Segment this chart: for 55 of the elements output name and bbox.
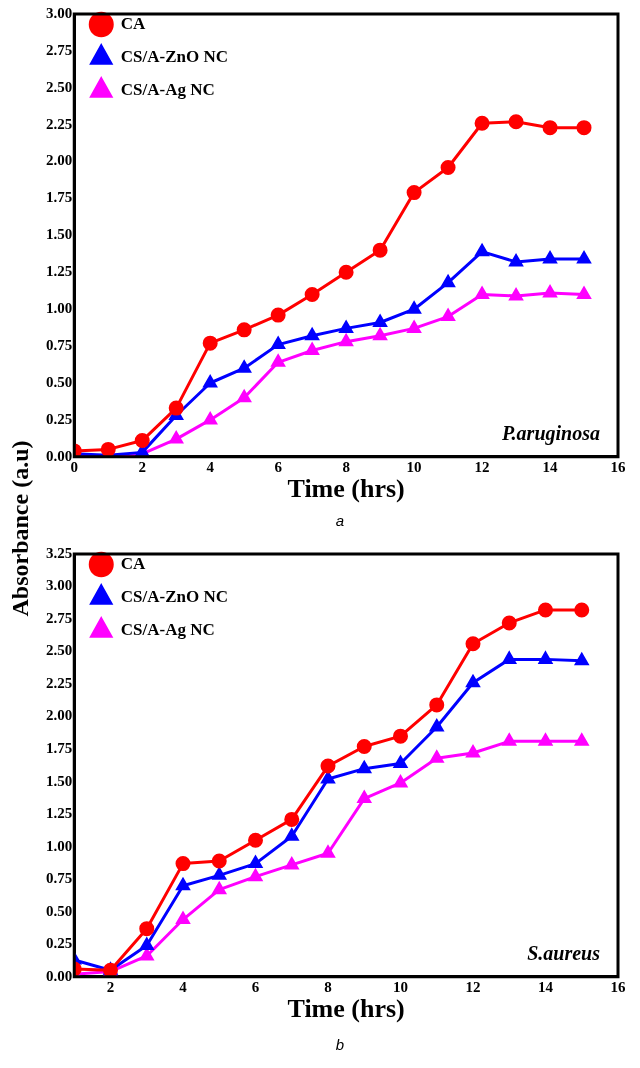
y-tick-label: 1.50 [46, 772, 73, 789]
y-tick-label: 2.25 [46, 674, 73, 691]
x-axis-title: Time (hrs) [287, 994, 405, 1024]
y-tick-label: 2.50 [46, 642, 73, 659]
x-tick-label: 12 [474, 458, 490, 475]
y-tick-label: 0.75 [46, 336, 73, 353]
legend-label: CS/A-Ag NC [120, 619, 215, 639]
y-tick-label: 3.25 [46, 544, 73, 561]
y-tick-label: 0.50 [46, 373, 73, 390]
x-tick-label: 14 [538, 978, 554, 995]
y-tick-label: 0.50 [46, 902, 73, 919]
y-tick-label: 0.00 [46, 967, 73, 984]
x-tick-label: 2 [106, 978, 115, 995]
x-tick-label: 8 [342, 458, 350, 475]
y-tick-label: 1.50 [46, 226, 73, 243]
y-tick-label: 3.00 [46, 577, 73, 594]
x-tick-label: 12 [465, 978, 481, 995]
x-axis-title: Time (hrs) [287, 474, 405, 504]
legend-label: CS/A-Ag NC [120, 79, 215, 99]
x-tick-label: 6 [274, 458, 283, 475]
x-tick-label: 2 [138, 458, 146, 475]
y-tick-label: 0.25 [46, 935, 73, 952]
x-tick-label: 6 [251, 978, 260, 995]
x-tick-label: 4 [179, 978, 188, 995]
x-tick-label: 4 [206, 458, 215, 475]
y-tick-label: 1.00 [46, 837, 73, 854]
legend-label: CA [120, 13, 147, 33]
x-tick-label: 16 [610, 458, 626, 475]
x-tick-label: 10 [393, 978, 408, 995]
y-tick-label: 1.75 [46, 740, 73, 757]
x-tick-label: 8 [324, 978, 332, 995]
legend-label: CA [120, 553, 147, 573]
y-tick-label: 2.25 [46, 115, 73, 132]
annotation: S.aureus [527, 941, 601, 964]
legend-label: CS/A-ZnO NC [120, 46, 228, 66]
legend-label: CS/A-ZnO NC [120, 586, 228, 606]
y-tick-label: 2.00 [46, 152, 73, 169]
y-tick-label: 3.00 [46, 4, 73, 21]
y-tick-label: 1.00 [46, 300, 73, 317]
y-tick-label: 1.25 [46, 805, 73, 822]
x-tick-label: 10 [406, 458, 422, 475]
x-tick-label: 14 [542, 458, 559, 475]
y-tick-label: 1.75 [46, 189, 73, 206]
y-tick-label: 1.25 [46, 263, 73, 280]
text: a [334, 512, 346, 529]
y-tick-label: 0.75 [46, 870, 73, 887]
y-tick-label: 0.25 [46, 410, 73, 427]
annotation: P.aruginosa [500, 421, 600, 445]
text: b [334, 1036, 346, 1053]
x-tick-label: 16 [610, 978, 626, 995]
y-tick-label: 2.75 [46, 41, 73, 58]
y-axis-title: Absorbance (a.u) [6, 439, 34, 619]
y-tick-label: 2.00 [46, 707, 73, 724]
y-tick-label: 2.50 [46, 78, 73, 95]
y-tick-label: 2.75 [46, 609, 73, 626]
